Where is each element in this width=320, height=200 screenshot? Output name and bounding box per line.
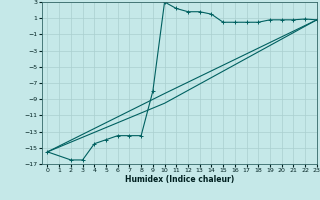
X-axis label: Humidex (Indice chaleur): Humidex (Indice chaleur) <box>124 175 234 184</box>
